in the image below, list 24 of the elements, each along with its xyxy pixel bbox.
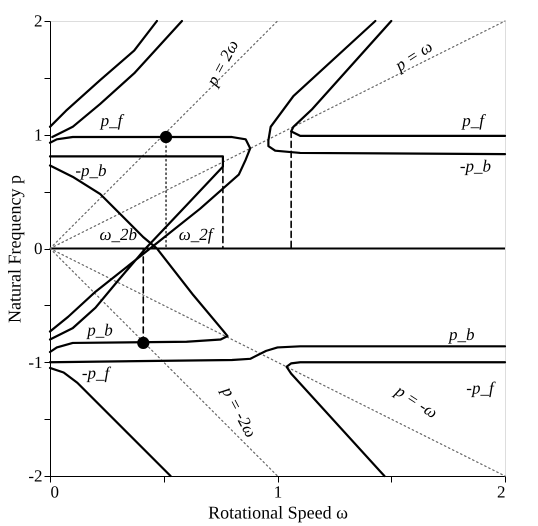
y-tick-label: -1 <box>28 352 42 372</box>
annotation: p = -2ω <box>218 382 260 441</box>
y-tick-label: 2 <box>34 12 42 30</box>
annotation: p = ω <box>390 36 436 76</box>
annotation: p_b <box>86 320 113 340</box>
y-axis-title: Natural Frequency p <box>4 175 24 323</box>
annotation: -p_b <box>75 161 107 180</box>
annotation: p_b <box>448 324 475 344</box>
x-tick-label: 1 <box>274 482 282 502</box>
x-tick-label: 2 <box>497 482 506 502</box>
annotation: p_f <box>100 111 125 130</box>
y-tick-label: 1 <box>34 125 42 144</box>
annotation: -p_b <box>460 156 492 176</box>
y-tick-label: 0 <box>34 239 42 258</box>
annotation: p_f <box>461 111 486 130</box>
x-tick-label: 0 <box>50 482 59 502</box>
annotation: p = 2ω <box>202 36 242 90</box>
annotation: -p_f <box>82 364 112 383</box>
x-axis-title: Rotational Speed ω <box>208 502 348 522</box>
annotation: p = -ω <box>391 380 442 422</box>
y-tick-label: -2 <box>28 466 42 486</box>
annotation: ω_2b <box>99 224 138 244</box>
annotation: ω_2f <box>178 224 215 244</box>
annotation: -p_f <box>466 378 496 398</box>
